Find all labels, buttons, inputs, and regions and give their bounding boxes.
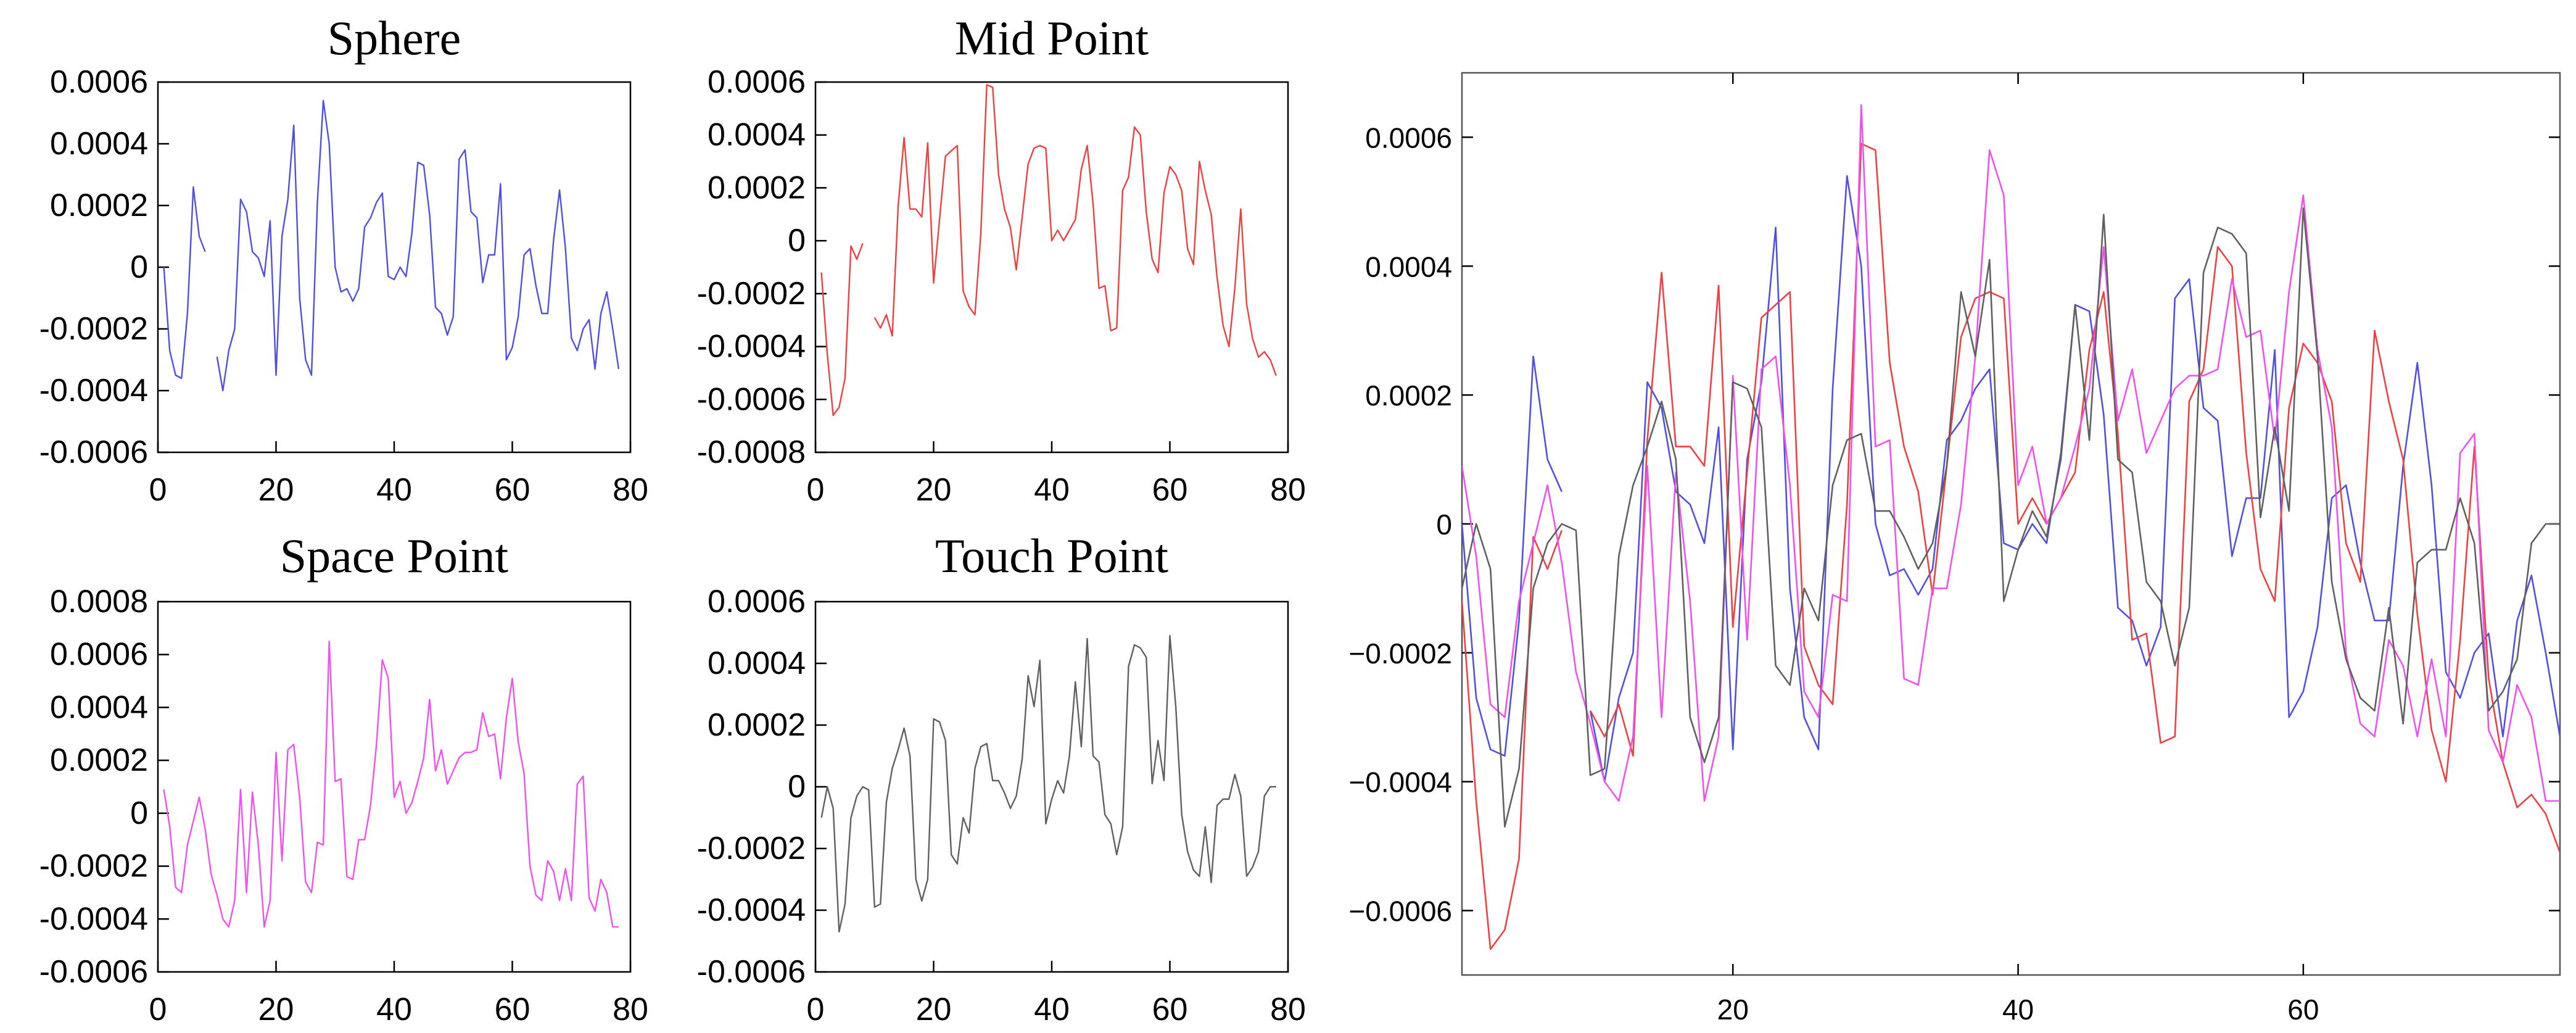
panel-title: Sphere (328, 11, 461, 65)
panel-1: Mid Point -0.0008 -0.0006 -0.0004 -0.0002 0 0.… (697, 11, 1306, 508)
x-tick-label: 40 (1034, 472, 1070, 508)
y-tick-label: 0.0002 (50, 188, 148, 223)
panel-3: Touch Point -0.0006 -0.0004 -0.0002 0 0.0002 0… (697, 529, 1306, 1027)
y-tick-label: 0.0004 (1365, 251, 1452, 283)
y-tick-label: 0.0008 (50, 584, 148, 620)
y-tick-label: 0.0006 (708, 64, 806, 100)
y-tick-label: 0 (1436, 508, 1452, 541)
x-tick-label: 60 (2287, 994, 2319, 1026)
series-line-touch-point (820, 634, 1276, 933)
y-tick-label: 0.0002 (708, 707, 806, 743)
x-tick-label: 20 (258, 472, 294, 508)
y-tick-label: -0.0008 (697, 434, 806, 470)
plot-frame (1461, 72, 2561, 976)
series-line-mid-point-overlay (1462, 529, 1563, 950)
y-tick-label: −0.0002 (1348, 637, 1452, 670)
series-line-mid-point (820, 243, 864, 417)
y-tick-label: -0.0002 (39, 311, 148, 347)
y-tick-label: -0.0006 (697, 954, 806, 990)
series-line-touch-point-overlay (1462, 207, 2560, 828)
y-tick-label: 0.0006 (708, 584, 806, 620)
panel-4: −0.0006 −0.0004 −0.0002 0 0.0002 0.0004 0.0006… (1348, 72, 2561, 1026)
series-line-space-point (163, 641, 619, 928)
y-tick-label: -0.0006 (39, 954, 148, 990)
series-line-sphere-overlay (1589, 175, 2560, 782)
series-line-space-point-overlay (1462, 104, 2560, 802)
y-tick-label: 0 (130, 249, 148, 285)
x-tick-label: 80 (613, 992, 648, 1027)
x-tick-label: 20 (1717, 994, 1749, 1026)
plot-frame (814, 81, 1289, 454)
x-tick-label: 0 (149, 472, 167, 508)
x-tick-label: 0 (149, 992, 167, 1027)
plot-frame (814, 600, 1289, 973)
series-line-mid-point (873, 84, 1277, 376)
y-tick-label: −0.0004 (1348, 766, 1452, 799)
series-line-sphere (163, 186, 206, 380)
y-tick-label: -0.0004 (697, 892, 806, 928)
y-tick-label: −0.0006 (1348, 895, 1452, 927)
y-tick-label: 0 (788, 223, 806, 259)
x-tick-label: 40 (1034, 992, 1070, 1027)
x-tick-label: 40 (376, 472, 412, 508)
x-tick-label: 40 (2002, 994, 2034, 1026)
y-tick-label: 0.0004 (708, 645, 806, 681)
y-tick-label: 0.0002 (708, 170, 806, 205)
y-tick-label: 0 (130, 795, 148, 831)
panel-0: Sphere -0.0006 -0.0004 -0.0002 0 0.0002 0.0004… (39, 11, 648, 508)
x-tick-label: 20 (258, 992, 294, 1027)
y-tick-label: 0.0006 (1365, 122, 1452, 154)
x-tick-label: 80 (1270, 472, 1306, 508)
panel-title: Mid Point (955, 11, 1149, 65)
x-tick-label: 60 (495, 472, 530, 508)
x-tick-label: 40 (376, 992, 412, 1027)
x-tick-label: 60 (495, 992, 530, 1027)
series-line-sphere-overlay (1462, 355, 1563, 757)
y-tick-label: 0 (788, 769, 806, 805)
y-tick-label: -0.0006 (39, 434, 148, 470)
y-tick-label: -0.0002 (697, 276, 806, 312)
y-tick-label: 0.0002 (50, 742, 148, 778)
panel-title: Touch Point (935, 529, 1168, 583)
y-tick-label: 0.0006 (50, 64, 148, 100)
y-tick-label: 0.0004 (50, 689, 148, 725)
y-tick-label: -0.0004 (697, 329, 806, 365)
x-tick-label: 80 (613, 472, 648, 508)
panel-2: Space Point -0.0006 -0.0004 -0.0002 0 0.0002 0… (39, 529, 648, 1027)
y-tick-label: -0.0002 (39, 848, 148, 884)
series-line-mid-point-overlay (1589, 143, 2560, 853)
y-tick-label: 0.0004 (50, 126, 148, 162)
x-tick-label: 0 (807, 992, 825, 1027)
series-line-sphere (216, 99, 620, 392)
y-tick-label: -0.0004 (39, 373, 148, 409)
panel-title: Space Point (280, 529, 509, 583)
x-tick-label: 20 (916, 472, 952, 508)
y-tick-label: -0.0002 (697, 831, 806, 866)
y-tick-label: 0.0004 (708, 117, 806, 153)
y-tick-label: 0.0006 (50, 637, 148, 673)
plot-frame (157, 81, 632, 454)
x-tick-label: 0 (807, 472, 825, 508)
x-tick-label: 20 (916, 992, 952, 1027)
x-tick-label: 60 (1152, 472, 1188, 508)
y-tick-label: -0.0004 (39, 901, 148, 937)
x-tick-label: 60 (1152, 992, 1188, 1027)
x-tick-label: 80 (1270, 992, 1306, 1027)
y-tick-label: -0.0006 (697, 381, 806, 417)
y-tick-label: 0.0002 (1365, 380, 1452, 412)
